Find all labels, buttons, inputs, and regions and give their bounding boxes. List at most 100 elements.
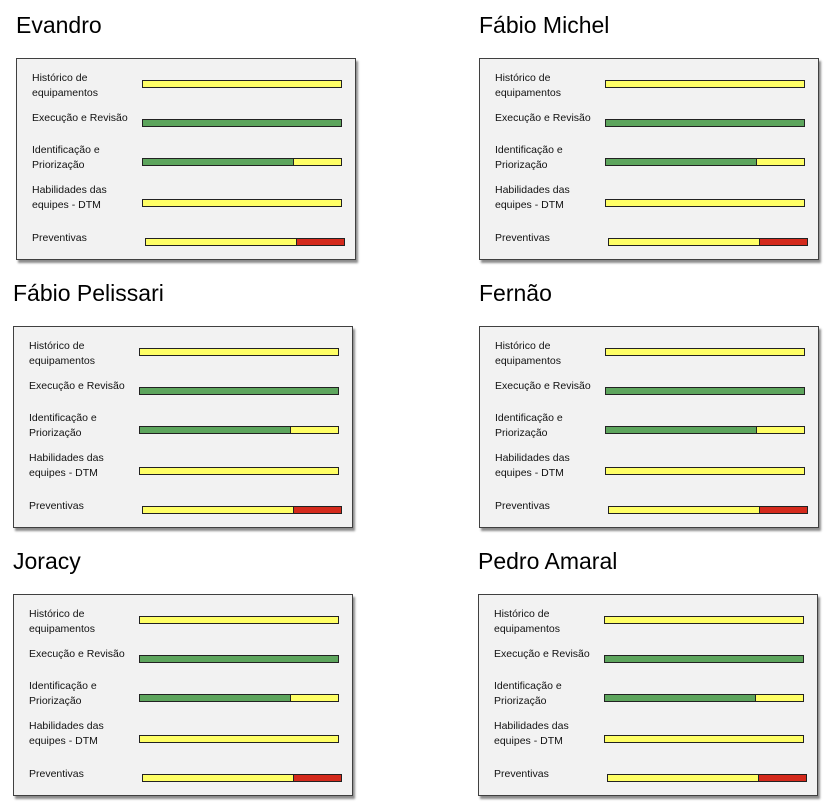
status-segment-green [143,159,294,165]
status-bar [139,694,339,702]
status-panel: Histórico de equipamentos Execução e Revi… [13,326,353,528]
status-segment-green [143,120,341,126]
row-label: Preventivas [29,500,84,512]
row-label: Preventivas [32,232,87,244]
row-label: Histórico de equipamentos [495,72,561,99]
status-segment-yellow [606,200,804,206]
status-bar [605,387,805,395]
status-segment-yellow [140,617,338,623]
row-label: Histórico de equipamentos [32,72,98,99]
status-bar [605,119,805,127]
row-label: Identificação e Priorização [29,412,97,439]
status-segment-green [140,388,338,394]
status-segment-red [296,239,344,245]
status-segment-yellow [608,775,759,781]
status-panel: Histórico de equipamentos Execução e Revi… [16,58,356,260]
row-label: Identificação e Priorização [495,144,563,171]
status-segment-yellow [143,81,341,87]
row-label: Histórico de equipamentos [29,340,95,367]
row-label: Execução e Revisão [494,648,590,660]
status-segment-red [759,507,807,513]
row-label: Execução e Revisão [495,112,591,124]
status-segment-yellow [140,736,338,742]
status-segment-yellow [755,695,803,701]
status-bar [142,199,342,207]
row-label: Habilidades das equipes - DTM [32,184,107,211]
status-bar [139,655,339,663]
row-label: Execução e Revisão [495,380,591,392]
row-label: Habilidades das equipes - DTM [29,452,104,479]
row-label: Execução e Revisão [32,112,128,124]
status-segment-yellow [606,349,804,355]
status-bar [605,158,805,166]
status-segment-yellow [606,81,804,87]
status-segment-yellow [290,427,338,433]
status-segment-green [140,656,338,662]
status-segment-yellow [609,239,760,245]
status-bar [139,735,339,743]
status-bar [142,119,342,127]
person-name: Fábio Michel [479,12,610,38]
status-bar [607,774,807,782]
status-segment-green [140,427,291,433]
status-segment-yellow [605,736,803,742]
row-label: Preventivas [495,500,550,512]
status-bar [142,158,342,166]
status-bar [139,467,339,475]
status-segment-red [293,507,341,513]
status-segment-yellow [143,507,294,513]
status-segment-yellow [140,349,338,355]
status-segment-green [140,695,291,701]
status-segment-green [606,427,757,433]
row-label: Execução e Revisão [29,648,125,660]
person-name: Pedro Amaral [478,548,618,574]
status-segment-yellow [143,775,294,781]
status-segment-yellow [756,427,804,433]
row-label: Execução e Revisão [29,380,125,392]
person-name: Joracy [13,548,81,574]
row-label: Identificação e Priorização [495,412,563,439]
status-bar [604,735,804,743]
status-segment-yellow [606,468,804,474]
status-bar [604,616,804,624]
status-segment-yellow [290,695,338,701]
status-bar [605,199,805,207]
status-panel: Histórico de equipamentos Execução e Revi… [478,594,818,796]
row-label: Identificação e Priorização [29,680,97,707]
row-label: Preventivas [495,232,550,244]
status-panel: Histórico de equipamentos Execução e Revi… [479,326,819,528]
person-name: Fábio Pelissari [13,280,164,306]
row-label: Preventivas [494,768,549,780]
status-bar [139,426,339,434]
status-panel: Histórico de equipamentos Execução e Revi… [479,58,819,260]
row-label: Histórico de equipamentos [495,340,561,367]
status-segment-yellow [609,507,760,513]
row-label: Histórico de equipamentos [494,608,560,635]
status-bar [605,80,805,88]
status-segment-yellow [143,200,341,206]
status-bar [139,387,339,395]
status-segment-red [759,239,807,245]
status-bar [142,774,342,782]
status-bar [605,426,805,434]
status-segment-yellow [756,159,804,165]
status-segment-green [606,159,757,165]
status-bar [142,506,342,514]
row-label: Habilidades das equipes - DTM [495,452,570,479]
status-segment-green [605,695,756,701]
status-bar [605,467,805,475]
status-bar [605,348,805,356]
status-panel: Histórico de equipamentos Execução e Revi… [13,594,353,796]
row-label: Habilidades das equipes - DTM [29,720,104,747]
row-label: Identificação e Priorização [494,680,562,707]
row-label: Histórico de equipamentos [29,608,95,635]
status-segment-red [293,775,341,781]
person-name: Evandro [16,12,102,38]
status-segment-green [606,388,804,394]
row-label: Habilidades das equipes - DTM [495,184,570,211]
status-segment-yellow [140,468,338,474]
row-label: Identificação e Priorização [32,144,100,171]
status-bar [604,694,804,702]
status-bar [608,238,808,246]
status-bar [604,655,804,663]
